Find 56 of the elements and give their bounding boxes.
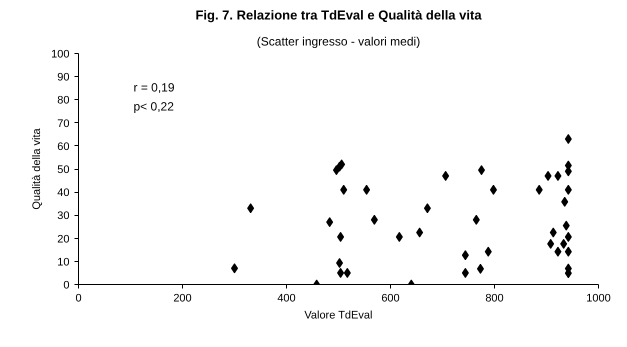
- y-tick-label: 100: [51, 48, 70, 60]
- point: [564, 232, 572, 242]
- point: [338, 159, 346, 170]
- point: [560, 238, 568, 249]
- point: [247, 203, 254, 214]
- point: [561, 196, 568, 207]
- y-tick-label: 60: [57, 140, 70, 153]
- point: [490, 184, 497, 195]
- point: [562, 220, 570, 231]
- point: [337, 268, 344, 278]
- point: [336, 258, 344, 268]
- x-axis-title: Valore TdEval: [304, 310, 372, 322]
- point: [554, 170, 562, 181]
- point: [424, 203, 431, 214]
- annotation: r = 0,19: [134, 80, 175, 94]
- y-tick-label: 10: [57, 256, 70, 268]
- point: [344, 268, 351, 278]
- point: [484, 246, 492, 257]
- x-tick-label: 0: [75, 292, 82, 304]
- point: [544, 170, 552, 181]
- point: [416, 228, 424, 238]
- y-tick-label: 20: [57, 233, 70, 246]
- y-tick-label: 30: [57, 210, 70, 222]
- y-tick-label: 90: [57, 72, 70, 84]
- point: [547, 238, 554, 249]
- point: [462, 268, 469, 278]
- point: [554, 246, 562, 257]
- point: [564, 184, 572, 195]
- point: [564, 246, 572, 257]
- point: [396, 232, 403, 242]
- y-tick-label: 70: [57, 118, 70, 130]
- point: [326, 217, 334, 228]
- y-tick-label: 0: [63, 280, 70, 292]
- x-tick-label: 1000: [586, 292, 611, 304]
- y-tick-label: 50: [57, 164, 70, 176]
- point: [564, 134, 572, 144]
- point: [337, 232, 344, 242]
- point: [370, 214, 378, 225]
- point: [363, 184, 370, 195]
- point: [340, 184, 348, 195]
- point: [550, 228, 557, 238]
- point: [462, 250, 469, 260]
- chart-subtitle: (Scatter ingresso - valori medi): [256, 34, 420, 48]
- annotation: p< 0,22: [134, 100, 174, 114]
- y-tick-label: 40: [57, 187, 70, 200]
- chart-title: Fig. 7. Relazione tra TdEval e Qualità della vita: [195, 8, 482, 22]
- x-tick-label: 800: [485, 292, 504, 304]
- point: [442, 170, 450, 181]
- y-axis-title: Qualità della vita: [31, 127, 44, 210]
- x-tick-label: 400: [277, 292, 296, 304]
- x-tick-label: 200: [173, 292, 192, 304]
- y-tick-label: 80: [57, 94, 70, 107]
- point: [476, 264, 484, 274]
- point: [472, 214, 480, 225]
- x-tick-label: 600: [381, 292, 400, 304]
- point: [536, 184, 543, 195]
